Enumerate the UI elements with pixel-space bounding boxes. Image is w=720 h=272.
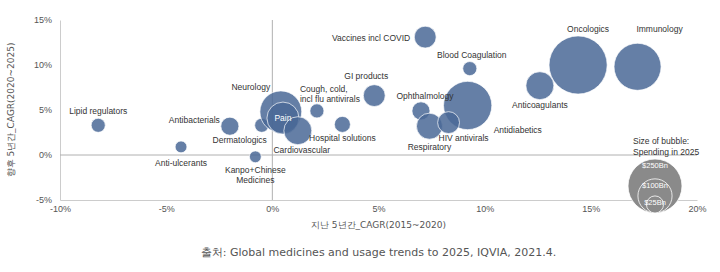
x-tick-label: 10% xyxy=(476,204,494,214)
source: 출처: Global medicines and usage trends to… xyxy=(201,246,557,259)
bubble-label: Pain xyxy=(274,113,291,123)
bubble-label-line: HIV antivirals xyxy=(439,133,489,143)
bubble xyxy=(91,118,105,132)
bubble-label-line: Antibacterials xyxy=(169,115,220,125)
legend-title: Size of bubble:Spending in 2025 xyxy=(633,136,699,157)
bubble-label: Immunology xyxy=(636,24,683,34)
y-axis-title: 향후 5년간_CAGR(2020~2025) xyxy=(6,43,16,178)
bubble-label: Ophthalmology xyxy=(396,91,454,101)
bubble-label-line: Blood Coagulation xyxy=(437,50,507,60)
y-tick-label: 0% xyxy=(39,150,52,160)
y-tick: -5% xyxy=(36,195,60,205)
bubble-label-line: Dermatologics xyxy=(213,135,267,145)
bubble xyxy=(438,112,460,134)
bubble xyxy=(526,72,554,100)
x-tick: 10% xyxy=(476,200,494,214)
bubble-label-line: Neurology xyxy=(231,82,270,92)
bubble xyxy=(221,117,239,135)
bubble-label: Blood Coagulation xyxy=(437,50,507,60)
bubble-label-line: Oncologics xyxy=(567,24,609,34)
bubble-label-line: Kanpo+Chinese xyxy=(225,165,286,175)
bubble-label: Vaccines incl COVID xyxy=(332,33,410,43)
x-tick: 15% xyxy=(582,200,600,214)
bubble-label-line: Ophthalmology xyxy=(396,91,454,101)
x-tick-label: 20% xyxy=(688,204,706,214)
bubble xyxy=(310,104,324,118)
bubble-label: Antidiabetics xyxy=(494,125,542,135)
bubble-label: Respiratory xyxy=(408,142,452,152)
bubble-label-line: Hospital solutions xyxy=(309,133,376,143)
bubble-label: Neurology xyxy=(231,82,270,92)
legend-label: $100Bn xyxy=(642,181,668,190)
bubble-label-line: Vaccines incl COVID xyxy=(332,33,410,43)
x-axis: -10% -5% 0% 5% 10% 15% 20% xyxy=(50,200,707,214)
bubbles xyxy=(91,26,661,163)
bubble-label: Cardiovascular xyxy=(273,145,330,155)
x-tick: 20% xyxy=(688,200,706,214)
y-tick-label: 10% xyxy=(34,60,52,70)
zero-line-y xyxy=(60,155,697,156)
bubble-label: HIV antivirals xyxy=(439,133,489,143)
y-tick: 0% xyxy=(39,150,60,160)
bubble xyxy=(463,62,477,76)
bubble-label-line: Immunology xyxy=(636,24,683,34)
y-tick-label: -5% xyxy=(36,195,52,205)
x-tick: 5% xyxy=(372,200,385,214)
y-tick-label: 5% xyxy=(39,105,52,115)
bubble-label-line: incl flu antivirals xyxy=(300,94,360,104)
bubble-label: Kanpo+ChineseMedicines xyxy=(225,165,286,186)
bubble xyxy=(334,116,350,132)
y-tick: 10% xyxy=(34,60,60,70)
size-legend: Size of bubble:Spending in 2025 $250Bn $10… xyxy=(628,136,699,213)
x-tick: -5% xyxy=(159,200,175,214)
bubble-label-line: Cough, cold, xyxy=(300,84,348,94)
bubble-label-line: Cardiovascular xyxy=(273,145,330,155)
y-axis-line xyxy=(60,21,61,201)
x-tick-label: 0% xyxy=(266,204,279,214)
bubble-label-line: Lipid regulators xyxy=(69,106,127,116)
bubble-label-line: Anti-ulcerants xyxy=(155,158,207,168)
bubble xyxy=(363,85,385,107)
x-axis-line xyxy=(61,200,698,201)
bubble-label: Dermatologics xyxy=(213,135,267,145)
chart: -10%-5%0%5%10%15%20%-5%0%5%10%15%Lipid r… xyxy=(0,0,720,272)
bubble-label: Oncologics xyxy=(567,24,609,34)
bubble-label-line: Anticoagulants xyxy=(512,100,568,110)
x-tick-label: 15% xyxy=(582,204,600,214)
bubble-label-line: Respiratory xyxy=(408,142,452,152)
bubble-label: Lipid regulators xyxy=(69,106,127,116)
y-tick: 15% xyxy=(34,15,60,25)
bubble-label: Antibacterials xyxy=(169,115,220,125)
x-tick: -10% xyxy=(50,200,71,214)
y-tick-label: 15% xyxy=(34,15,52,25)
x-tick-label: -5% xyxy=(159,204,175,214)
bubble-label: Anti-ulcerants xyxy=(155,158,207,168)
x-tick-label: 5% xyxy=(372,204,385,214)
bubble xyxy=(414,26,436,48)
legend-title-line: Size of bubble: xyxy=(633,136,689,146)
bubble-label-line: Pain xyxy=(274,113,291,123)
bubble-labels: Lipid regulators Anti-ulcerants Antibacter… xyxy=(69,24,683,186)
bubble xyxy=(175,141,187,153)
x-axis-title: 지난 5년간_CAGR(2015~2020) xyxy=(311,220,446,230)
bubble xyxy=(614,43,661,90)
legend-bubble xyxy=(638,179,672,213)
y-tick: 5% xyxy=(39,105,60,115)
y-axis: -5% 0% 5% 10% 15% xyxy=(34,15,61,205)
legend-title-line: Spending in 2025 xyxy=(633,147,699,157)
bubble-label: Cough, cold,incl flu antivirals xyxy=(300,84,360,105)
legend-label: $25Bn xyxy=(644,198,666,207)
legend-bubble xyxy=(628,159,682,213)
bubble xyxy=(549,36,607,94)
bubble-label: Hospital solutions xyxy=(309,133,376,143)
bubble-label-line: GI products xyxy=(344,71,388,81)
bubble-label-line: Antidiabetics xyxy=(494,125,542,135)
bubble xyxy=(249,151,261,163)
x-tick: 0% xyxy=(266,200,279,214)
bubble-label-line: Medicines xyxy=(236,175,274,185)
legend-label: $250Bn xyxy=(642,161,668,170)
x-tick-label: -10% xyxy=(50,204,71,214)
bubble-label: GI products xyxy=(344,71,388,81)
bubble-label: Anticoagulants xyxy=(512,100,568,110)
